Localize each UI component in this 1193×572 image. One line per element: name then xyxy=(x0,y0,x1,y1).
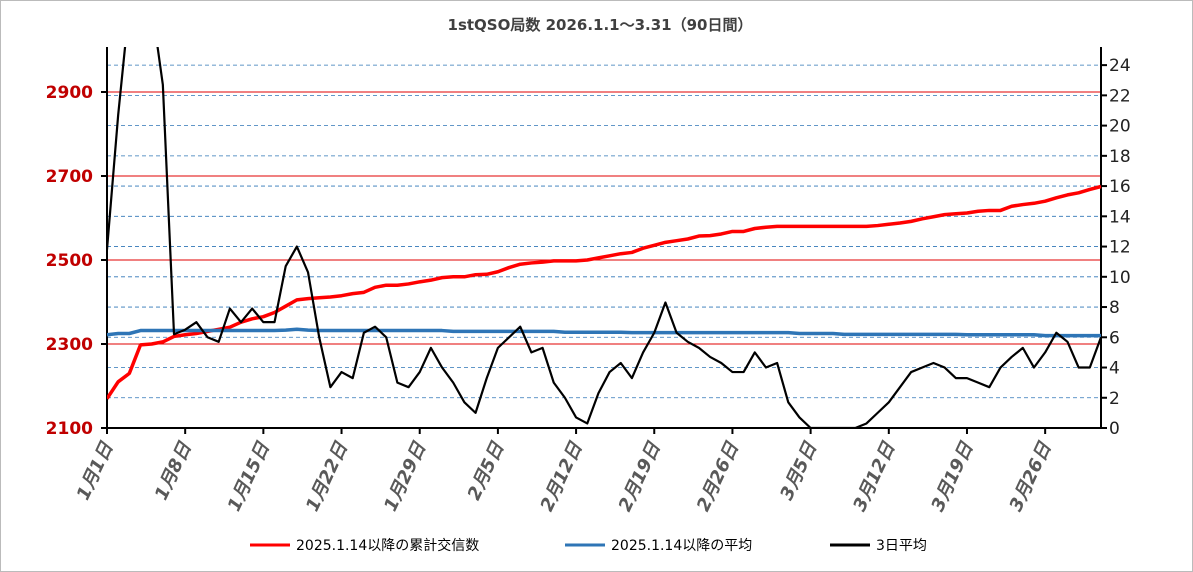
y2-tick-label: 14 xyxy=(1109,207,1131,227)
y2-tick-label: 12 xyxy=(1109,238,1131,258)
y2-tick-label: 10 xyxy=(1109,268,1131,288)
y2-tick-label: 0 xyxy=(1109,419,1120,439)
y2-tick-label: 8 xyxy=(1109,298,1120,318)
y2-tick-label: 2 xyxy=(1109,389,1120,409)
y2-tick-label: 18 xyxy=(1109,147,1131,167)
y-tick-label: 2900 xyxy=(46,83,93,103)
series-line xyxy=(107,327,1101,338)
series-line xyxy=(107,47,1102,429)
chart-title: 1stQSO局数 2026.1.1～3.31（90日間） xyxy=(448,16,753,34)
y2-tick-label: 20 xyxy=(1109,117,1131,137)
y2-tick-label: 22 xyxy=(1109,86,1131,106)
y2-tick-label: 24 xyxy=(1109,56,1131,76)
y-tick-label: 2700 xyxy=(46,167,93,187)
y-tick-label: 2500 xyxy=(46,251,93,271)
series-line xyxy=(107,184,1102,400)
y2-tick-label: 16 xyxy=(1109,177,1131,197)
legend-label: 2025.1.14以降の平均 xyxy=(611,538,752,554)
y2-tick-label: 6 xyxy=(1109,328,1120,348)
legend-label: 3日平均 xyxy=(876,538,927,554)
y-tick-label: 2100 xyxy=(46,419,93,439)
y2-tick-label: 4 xyxy=(1109,359,1120,379)
legend-label: 2025.1.14以降の累計交信数 xyxy=(296,537,479,554)
y-tick-label: 2300 xyxy=(46,335,93,355)
